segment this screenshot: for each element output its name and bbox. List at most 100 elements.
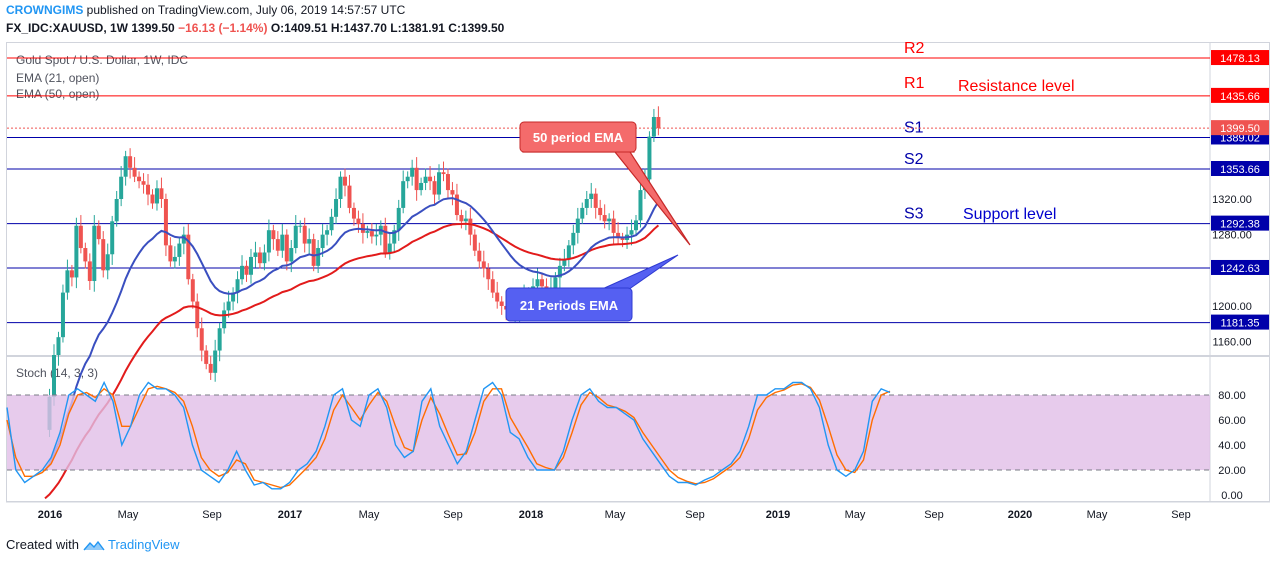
level-price-tag bbox=[1211, 87, 1269, 103]
candle-body bbox=[495, 292, 500, 302]
candle-body bbox=[441, 172, 446, 175]
candle-body bbox=[432, 181, 437, 195]
candle-body bbox=[575, 218, 580, 233]
candle-body bbox=[459, 215, 464, 222]
level-price-label: 1478.13 bbox=[1220, 53, 1260, 65]
candle-body bbox=[177, 243, 182, 257]
candle-body bbox=[347, 185, 352, 208]
candle-body bbox=[481, 261, 486, 269]
candle-body bbox=[78, 225, 83, 249]
time-tick-label: May bbox=[118, 509, 139, 521]
publish-info: CROWNGIMS published on TradingView.com, … bbox=[6, 3, 405, 17]
price-panel[interactable]: Gold Spot / U.S. Dollar, 1W, IDC EMA (21… bbox=[6, 42, 1270, 356]
time-tick-label: 2020 bbox=[1008, 509, 1032, 521]
created-with-label: Created with bbox=[6, 537, 79, 552]
candle-body bbox=[208, 363, 213, 373]
candle-body bbox=[195, 301, 200, 329]
candle-body bbox=[396, 207, 401, 231]
candle-body bbox=[647, 136, 652, 180]
candle-body bbox=[253, 252, 258, 257]
level-price-label: 1389.02 bbox=[1220, 132, 1260, 144]
stoch-tick-label: 0.00 bbox=[1221, 490, 1242, 502]
candle-body bbox=[83, 248, 88, 262]
ema21-callout-label: 21 Periods EMA bbox=[520, 298, 619, 313]
symbol-info: FX_IDC:XAUUSD, 1W 1399.50 −16.13 (−1.14%… bbox=[6, 21, 504, 35]
candle-body bbox=[369, 231, 374, 237]
candle-body bbox=[620, 238, 625, 241]
time-tick-label: 2018 bbox=[519, 509, 543, 521]
candle-body bbox=[110, 221, 115, 255]
price-change: −16.13 (−1.14%) bbox=[178, 21, 268, 35]
candle-body bbox=[419, 182, 424, 191]
candle-body bbox=[539, 279, 544, 287]
candle-body bbox=[181, 234, 186, 244]
candle-body bbox=[163, 199, 168, 246]
stoch-tick-label: 60.00 bbox=[1218, 415, 1246, 427]
candle-body bbox=[468, 218, 473, 235]
candle-body bbox=[154, 188, 159, 204]
candle-body bbox=[52, 355, 56, 397]
candle-body bbox=[392, 230, 397, 244]
stoch-tick-label: 40.00 bbox=[1218, 440, 1246, 452]
stoch-tick-label: 20.00 bbox=[1218, 465, 1246, 477]
candle-body bbox=[298, 225, 303, 227]
candle-body bbox=[584, 199, 589, 208]
candle-body bbox=[571, 232, 576, 246]
tradingview-brand[interactable]: TradingView bbox=[108, 537, 180, 552]
level-name-r1: R1 bbox=[904, 75, 925, 92]
candle-body bbox=[311, 239, 316, 266]
candle-body bbox=[146, 184, 151, 195]
candle-body bbox=[240, 265, 245, 280]
candle-body bbox=[65, 270, 70, 293]
ema21-legend: EMA (21, open) bbox=[16, 71, 100, 85]
author-name[interactable]: CROWNGIMS bbox=[6, 3, 84, 17]
candle-body bbox=[553, 277, 558, 289]
candle-body bbox=[289, 248, 294, 262]
candle-body bbox=[351, 207, 356, 219]
candle-body bbox=[248, 256, 253, 275]
candle-body bbox=[454, 194, 459, 216]
candle-body bbox=[217, 328, 222, 351]
candle-body bbox=[123, 156, 128, 177]
ema50-callout-rect bbox=[519, 121, 637, 153]
candle-body bbox=[307, 239, 312, 244]
candle-body bbox=[472, 234, 477, 251]
candle-body bbox=[450, 190, 455, 195]
candle-body bbox=[74, 225, 79, 278]
price-tick-label: 1160.00 bbox=[1213, 337, 1252, 349]
candle-body bbox=[266, 230, 271, 253]
tradingview-logo-icon bbox=[83, 540, 105, 551]
publish-date: published on TradingView.com, July 06, 2… bbox=[86, 3, 406, 17]
candle-body bbox=[607, 218, 612, 222]
candle-body bbox=[499, 301, 504, 306]
candle-body bbox=[387, 243, 392, 253]
candle-body bbox=[566, 245, 571, 260]
candle-body bbox=[374, 234, 379, 237]
candle-body bbox=[616, 232, 621, 239]
ohlc-values: O:1409.51 H:1437.70 L:1381.91 C:1399.50 bbox=[270, 21, 505, 35]
stoch-tick-label: 80.00 bbox=[1218, 390, 1246, 402]
price-tick-label: 1280.00 bbox=[1212, 230, 1252, 242]
candle-body bbox=[598, 207, 603, 216]
candle-body bbox=[114, 199, 119, 222]
time-tick-label: Sep bbox=[924, 509, 944, 521]
candle-body bbox=[343, 176, 347, 186]
candle-body bbox=[325, 230, 330, 235]
candle-body bbox=[437, 172, 442, 195]
level-price-tag bbox=[1211, 314, 1269, 330]
candle-body bbox=[562, 259, 567, 266]
candle-body bbox=[132, 167, 137, 177]
resistance-annotation: Resistance level bbox=[958, 78, 1075, 95]
candle-body bbox=[137, 176, 142, 182]
candle-body bbox=[141, 181, 146, 185]
candle-body bbox=[589, 193, 594, 199]
candle-body bbox=[92, 225, 97, 282]
candle-body bbox=[56, 337, 61, 355]
candle-body bbox=[128, 156, 133, 168]
ema50-callout-label: 50 period EMA bbox=[533, 130, 624, 145]
last-price-tag bbox=[1211, 120, 1269, 136]
candle-body bbox=[96, 225, 101, 240]
candle-body bbox=[87, 261, 92, 282]
candle-body bbox=[423, 176, 428, 183]
candle-body bbox=[320, 234, 325, 249]
